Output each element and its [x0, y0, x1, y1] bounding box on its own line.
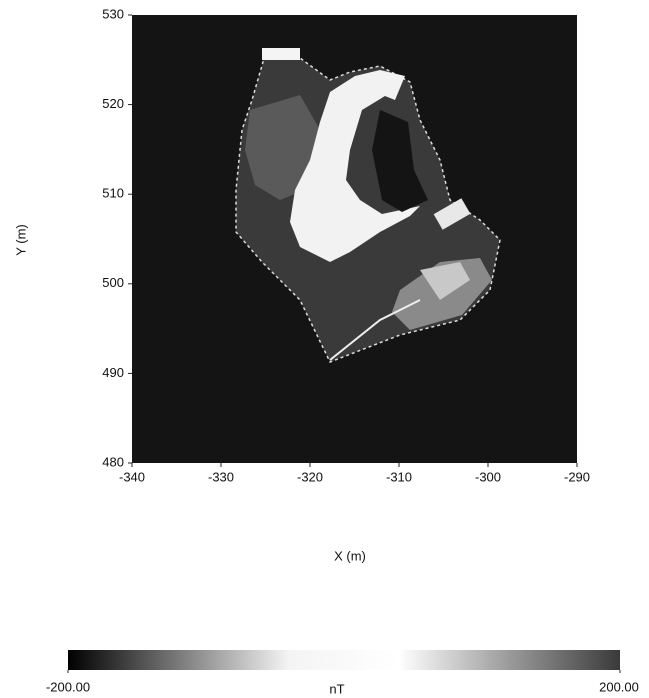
y-tick-label: 500 [102, 275, 124, 290]
y-tick-label: 480 [102, 454, 124, 469]
x-tick-label: -330 [208, 469, 234, 484]
x-tick-label: -320 [297, 469, 323, 484]
anomaly-low [372, 110, 428, 212]
anomaly-map [235, 48, 501, 363]
anomaly-high [262, 48, 300, 60]
y-tick-label: 490 [102, 365, 124, 380]
y-tick-label: 530 [102, 6, 124, 21]
x-tick-label: -290 [564, 469, 590, 484]
y-tick-label: 510 [102, 186, 124, 201]
x-tick-label: -310 [386, 469, 412, 484]
colorbar-tick-label: -200.00 [46, 679, 90, 694]
colorbar-label: nT [329, 681, 344, 696]
y-axis-label: Y (m) [13, 224, 28, 256]
anomaly-high [433, 198, 471, 230]
x-tick-label: -300 [475, 469, 501, 484]
anomaly-region [245, 95, 320, 200]
anomaly-edge [329, 299, 421, 361]
colorbar [68, 650, 620, 670]
x-tick-label: -340 [119, 469, 145, 484]
anomaly-high [290, 70, 420, 262]
y-tick-label: 520 [102, 96, 124, 111]
colorbar-tick-label: 200.00 [599, 679, 639, 694]
anomaly-region [420, 262, 470, 300]
x-axis-label: X (m) [334, 548, 366, 563]
